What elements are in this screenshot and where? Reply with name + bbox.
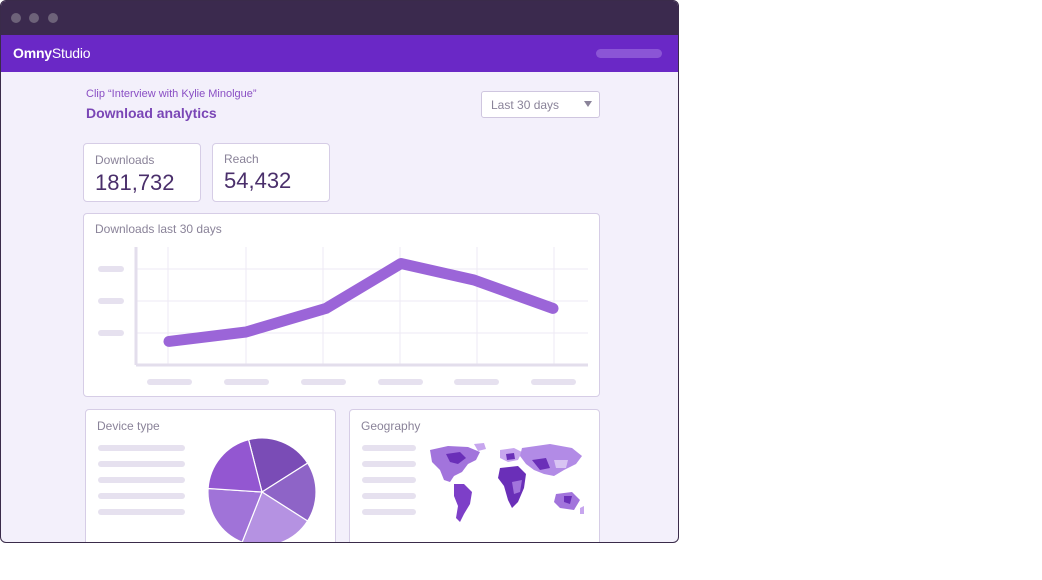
legend-placeholder [98, 445, 185, 451]
y-tick-placeholder [98, 266, 124, 272]
map-greenland [474, 443, 486, 451]
user-menu-placeholder[interactable] [596, 49, 662, 58]
downloads-series-line [163, 258, 559, 347]
geography-title: Geography [361, 419, 421, 433]
device-type-title: Device type [97, 419, 160, 433]
downloads-chart-card: Downloads last 30 days [83, 213, 600, 397]
minimize-window-button[interactable] [29, 13, 39, 23]
map-africa [498, 466, 526, 508]
clip-label: Clip “Interview with Kylie Minolgue” [86, 88, 257, 100]
pie-slice [207, 487, 263, 542]
map-north-america [430, 446, 480, 482]
map-south-america [454, 484, 472, 522]
map-region [506, 453, 515, 460]
reach-value: 54,432 [224, 168, 292, 193]
downloads-line-chart [134, 247, 588, 385]
x-tick-placeholder [147, 379, 192, 385]
device-pie-chart [207, 437, 317, 542]
y-tick-placeholder [98, 330, 124, 336]
map-region [512, 480, 522, 494]
legend-placeholder [362, 493, 416, 499]
legend-placeholder [98, 509, 185, 515]
x-tick-placeholder [378, 379, 423, 385]
downloads-value: 181,732 [95, 170, 175, 195]
map-region [532, 458, 550, 470]
geography-card: Geography [349, 409, 600, 542]
maximize-window-button[interactable] [48, 13, 58, 23]
legend-placeholder [362, 509, 416, 515]
world-map [430, 443, 584, 522]
map-region [564, 496, 572, 504]
downloads-label: Downloads [95, 153, 155, 167]
map-asia [520, 444, 582, 476]
map-region [554, 460, 568, 468]
legend-placeholder [98, 477, 185, 483]
app-window: OmnyStudio Clip “Interview with Kylie Mi… [0, 0, 679, 543]
downloads-chart-title: Downloads last 30 days [95, 222, 222, 236]
reach-stat-card: Reach 54,432 [212, 143, 330, 202]
omnystudio-logo[interactable]: OmnyStudio [13, 45, 91, 61]
map-new-zealand [580, 506, 584, 514]
y-tick-placeholder [98, 298, 124, 304]
date-range-select[interactable]: Last 30 days [481, 91, 600, 118]
legend-placeholder [362, 477, 416, 483]
pie-slice [260, 462, 317, 522]
date-range-value: Last 30 days [491, 98, 560, 112]
reach-label: Reach [224, 152, 259, 166]
page-title: Download analytics [86, 105, 217, 121]
map-region [446, 452, 466, 464]
x-tick-placeholder [301, 379, 346, 385]
legend-placeholder [362, 461, 416, 467]
x-tick-placeholder [531, 379, 576, 385]
x-tick-placeholder [454, 379, 499, 385]
legend-placeholder [98, 461, 185, 467]
app-header: OmnyStudio [1, 35, 678, 72]
window-titlebar [1, 1, 678, 35]
pie-slice [207, 438, 263, 493]
downloads-stat-card: Downloads 181,732 [83, 143, 201, 202]
legend-placeholder [98, 493, 185, 499]
close-window-button[interactable] [11, 13, 21, 23]
pie-slice [241, 491, 309, 542]
pie-slice [247, 437, 309, 493]
x-tick-placeholder [224, 379, 269, 385]
legend-placeholder [362, 445, 416, 451]
chevron-down-icon [584, 101, 592, 107]
device-type-card: Device type [85, 409, 336, 542]
